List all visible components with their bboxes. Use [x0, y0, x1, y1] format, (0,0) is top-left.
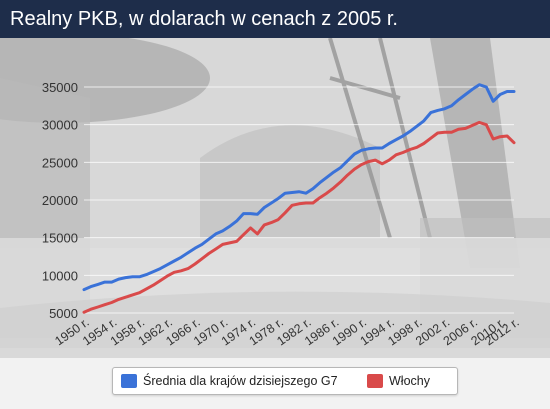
chart-title: Realny PKB, w dolarach w cenach z 2005 r…	[10, 8, 398, 30]
y-tick-label: 15000	[42, 231, 78, 246]
y-tick-label: 20000	[42, 193, 78, 208]
legend-item-italy: Włochy	[367, 373, 430, 389]
y-axis-ticks: 5000 10000 15000 20000 25000 30000 35000	[42, 80, 78, 321]
y-tick-label: 30000	[42, 118, 78, 133]
legend-label-g7: Średnia dla krajów dzisiejszego G7	[143, 374, 338, 388]
chart-header	[0, 0, 550, 38]
series-line-italy	[82, 120, 516, 314]
legend-swatch-italy	[367, 374, 383, 388]
legend-label-italy: Włochy	[389, 374, 430, 388]
grid-lines	[84, 86, 514, 314]
series-lines	[82, 83, 516, 314]
y-tick-label: 10000	[42, 268, 78, 283]
series-line-g7	[82, 83, 516, 292]
y-tick-label: 25000	[42, 155, 78, 170]
x-axis-ticks: 1950 r.1954 r.1958 r.1962 r.1966 r.1970 …	[52, 315, 521, 348]
legend-swatch-g7	[121, 374, 137, 388]
y-tick-label: 5000	[49, 306, 78, 321]
chart-legend: Średnia dla krajów dzisiejszego G7 Włoch…	[112, 367, 458, 395]
y-tick-label: 35000	[42, 80, 78, 95]
legend-item-g7: Średnia dla krajów dzisiejszego G7	[121, 373, 338, 389]
